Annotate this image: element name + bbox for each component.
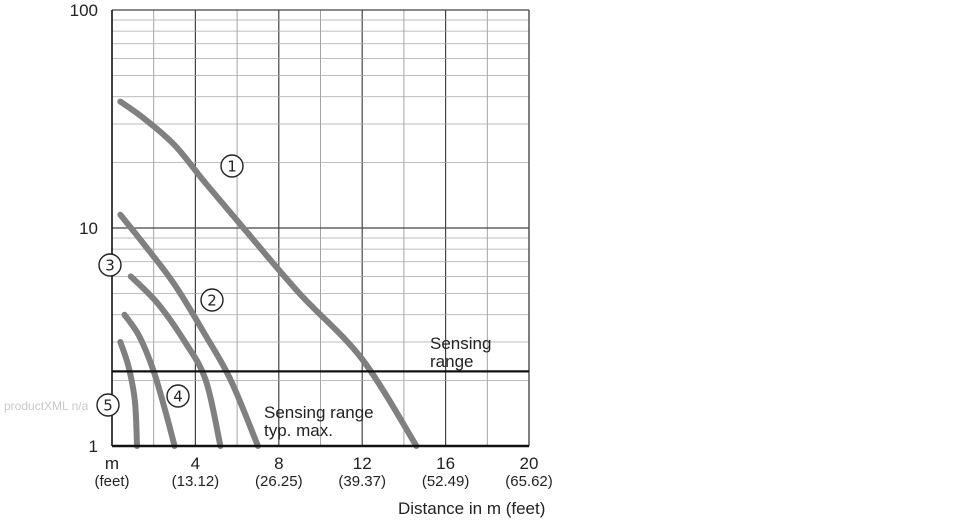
series-1-marker-number: 1 — [227, 158, 237, 176]
labels-group: Sensing range Sensing range typ. max. Di… — [96, 154, 545, 518]
series-group — [117, 98, 420, 449]
chart-grid — [112, 9, 530, 446]
series-3-marker-circle — [98, 253, 122, 277]
annotation-line2: typ. max. — [264, 421, 333, 440]
x-tick-label: 4 — [191, 454, 200, 473]
x-tick-label: 12 — [353, 454, 372, 473]
annotation-line1: Sensing range — [264, 403, 374, 422]
series-5-marker-circle — [96, 393, 120, 417]
series-5-marker-number: 5 — [103, 397, 113, 415]
x-tick-sublabel: (52.49) — [422, 473, 470, 490]
x-tick-sublabel: (65.62) — [505, 473, 553, 490]
x-tick-sublabel: (feet) — [94, 473, 129, 490]
x-axis-title: Distance in m (feet) — [398, 499, 545, 518]
series-1-line — [117, 98, 420, 449]
series-2-marker-circle — [200, 288, 224, 312]
series-2-marker-number: 2 — [207, 292, 217, 310]
series-3-marker-number: 3 — [105, 257, 115, 275]
series-3-line — [127, 273, 224, 449]
x-tick-label: 20 — [520, 454, 539, 473]
watermark-text: productXML n/a — [4, 399, 89, 413]
y-tick-label: 10 — [79, 219, 98, 238]
y-tick-label: 100 — [70, 1, 98, 20]
x-tick-label: m — [105, 454, 119, 473]
threshold-label-line2: range — [430, 352, 473, 371]
x-tick-sublabel: (39.37) — [338, 473, 386, 490]
y-tick-label: 1 — [89, 437, 98, 456]
threshold-label-line1: Sensing — [430, 334, 491, 353]
ticks-group: m(feet)4(13.12)8(26.25)12(39.37)16(52.49… — [70, 1, 553, 490]
x-tick-sublabel: (26.25) — [255, 473, 303, 490]
x-tick-label: 8 — [274, 454, 283, 473]
series-5-line — [117, 338, 141, 449]
series-1-marker-circle — [220, 154, 244, 178]
series-2-line — [117, 211, 261, 449]
series-4-marker-circle — [166, 384, 190, 408]
x-tick-sublabel: (13.12) — [172, 473, 220, 490]
series-4-marker-number: 4 — [173, 388, 183, 406]
x-tick-label: 16 — [436, 454, 455, 473]
axes-group — [111, 10, 529, 448]
